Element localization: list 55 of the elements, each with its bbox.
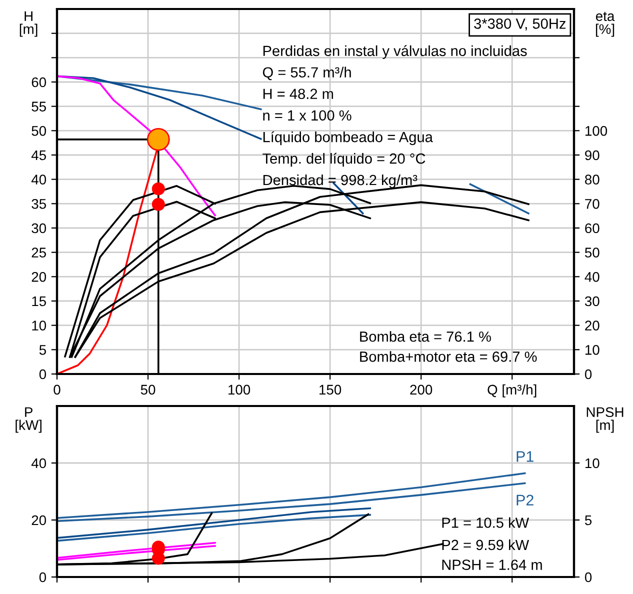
series-label: P2 bbox=[516, 494, 534, 506]
x-tick-label: Q [m³/h] bbox=[488, 384, 536, 398]
annotation: Bomba+motor eta = 69.7 % bbox=[360, 351, 537, 362]
y-tick-label: 25 bbox=[32, 248, 46, 258]
annotation: Temp. del líquido = 20 °C bbox=[262, 152, 426, 167]
y-tick-label: 5 bbox=[39, 345, 46, 355]
annotation: Líquido bombeado = Agua bbox=[263, 131, 433, 146]
x-tick-label: 150 bbox=[320, 384, 342, 395]
y-tick-label: 35 bbox=[32, 199, 46, 209]
y2-tick-label: 20 bbox=[585, 320, 600, 331]
x-tick-label: 100 bbox=[228, 384, 250, 395]
annotation: Bomba eta = 76.1 % bbox=[360, 331, 491, 342]
y-tick-label: 15 bbox=[32, 296, 46, 306]
y2-tick-label: 50 bbox=[584, 248, 600, 258]
y2-tick-label: 80 bbox=[585, 174, 600, 185]
y-tick-label: 30 bbox=[32, 223, 46, 234]
annotation: H = 48.2 m bbox=[263, 88, 334, 100]
y2-tick-label: 40 bbox=[584, 272, 600, 282]
y-tick-label: 55 bbox=[32, 102, 46, 112]
y-tick-label: 0 bbox=[39, 369, 46, 380]
y2-tick-label: 90 bbox=[585, 150, 600, 160]
x-tick-label: 200 bbox=[410, 384, 432, 395]
y-tick-label: 0 bbox=[39, 572, 46, 582]
annotation: Q = 55.7 m³/h bbox=[262, 66, 351, 80]
annotation: P1 = 10.5 kW bbox=[442, 517, 530, 528]
y-axis-title: P [kW] bbox=[16, 407, 42, 433]
y2-tick-label: 0 bbox=[584, 369, 592, 380]
annotation: n = 1 x 100 % bbox=[263, 110, 352, 121]
y-tick-label: 40 bbox=[31, 458, 46, 468]
annotation: Perdidas en instal y válvulas no incluidas bbox=[263, 45, 527, 59]
annotation: NPSH = 1.64 m bbox=[442, 560, 542, 570]
y2-tick-label: 5 bbox=[584, 515, 592, 526]
y-tick-label: 10 bbox=[32, 320, 46, 331]
annotation: P2 = 9.59 kW bbox=[442, 539, 530, 550]
y-tick-label: 45 bbox=[31, 150, 46, 160]
y-tick-label: 60 bbox=[32, 77, 46, 88]
y2-tick-label: 70 bbox=[585, 199, 600, 209]
x-tick-label: 0 bbox=[54, 384, 60, 395]
y2-tick-label: 10 bbox=[585, 458, 600, 468]
series-label: P1 bbox=[516, 451, 534, 462]
y2-tick-label: 60 bbox=[585, 223, 600, 234]
y2-axis-title: NPSH [m] bbox=[586, 407, 624, 433]
y-tick-label: 50 bbox=[32, 126, 46, 136]
annotation: Densidad = 998.2 kg/m³ bbox=[263, 174, 418, 188]
y2-tick-label: 0 bbox=[584, 572, 592, 582]
y2-axis-title: eta [%] bbox=[596, 12, 615, 37]
x-tick-label: 50 bbox=[140, 384, 156, 395]
y-tick-label: 20 bbox=[32, 272, 46, 282]
y2-tick-label: 30 bbox=[584, 296, 600, 306]
y-tick-label: 20 bbox=[32, 515, 46, 526]
y-axis-title: H [m] bbox=[20, 11, 38, 37]
annotation: 3*380 V, 50Hz bbox=[474, 18, 566, 31]
y2-tick-label: 100 bbox=[585, 126, 608, 136]
y-tick-label: 40 bbox=[31, 174, 46, 185]
y2-tick-label: 10 bbox=[585, 345, 600, 355]
